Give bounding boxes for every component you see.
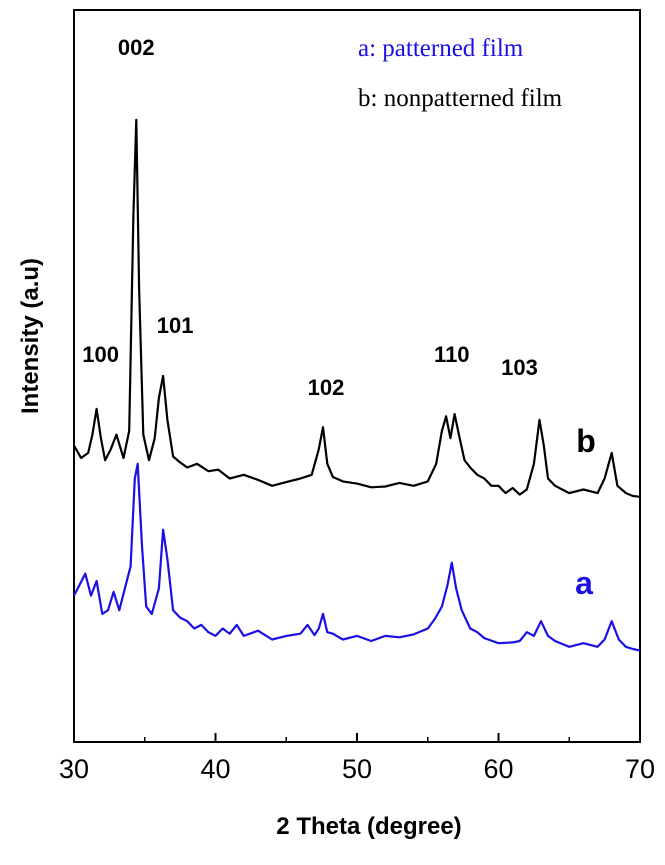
series-line-a <box>73 462 641 652</box>
x-tick-label-40: 40 <box>200 754 230 784</box>
x-tick-label-50: 50 <box>342 754 372 784</box>
curve-label-b: b <box>576 423 596 459</box>
y-axis-title: Intensity (a.u) <box>17 258 44 414</box>
legend-entry-0: a: patterned film <box>358 35 524 62</box>
x-tick-label-30: 30 <box>59 754 89 784</box>
peak-label-102: 102 <box>308 375 345 400</box>
peak-label-103: 103 <box>501 355 538 380</box>
peak-label-101: 101 <box>157 313 194 338</box>
x-axis-title: 2 Theta (degree) <box>276 813 461 840</box>
curve-label-a: a <box>575 565 593 601</box>
peak-label-110: 110 <box>434 342 470 367</box>
x-tick-label-70: 70 <box>625 754 655 784</box>
peak-label-100: 100 <box>82 342 119 367</box>
x-tick-label-60: 60 <box>483 754 513 784</box>
legend-entry-1: b: nonpatterned film <box>358 85 563 112</box>
peak-label-002: 002 <box>118 35 155 60</box>
plot-frame <box>73 9 641 743</box>
series-line-b <box>73 118 641 498</box>
